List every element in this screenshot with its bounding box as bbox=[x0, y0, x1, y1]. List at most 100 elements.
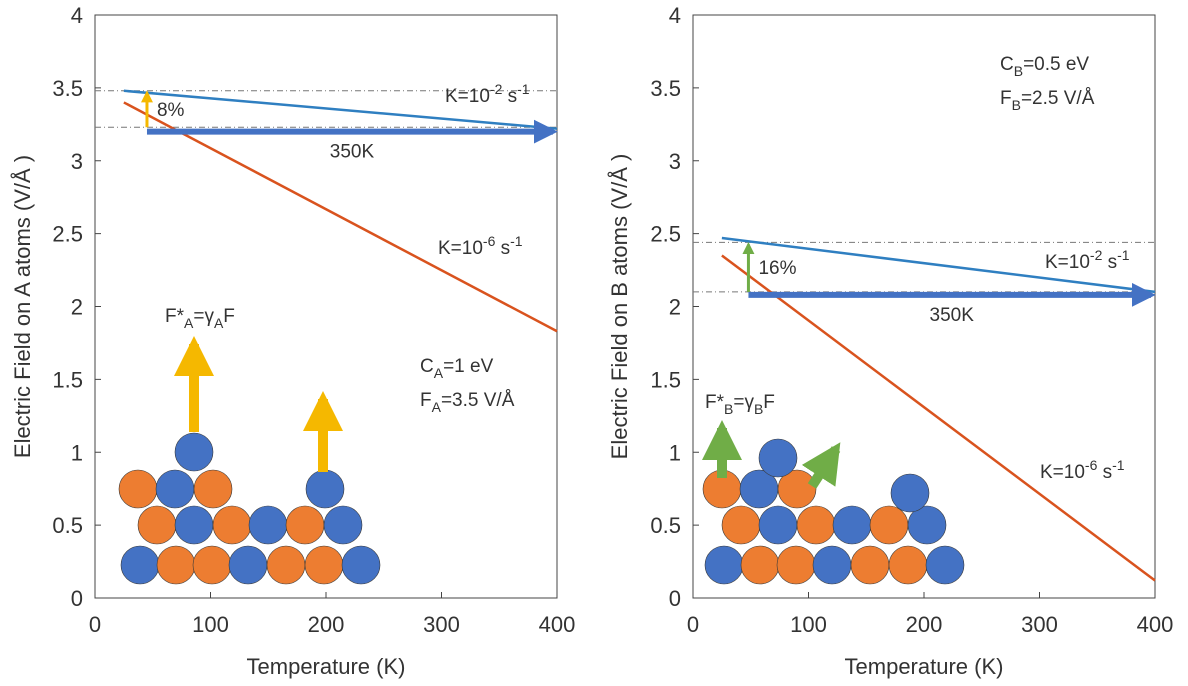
x-tick-label: 200 bbox=[906, 612, 943, 637]
text-segment: =γ bbox=[733, 392, 754, 413]
x-tick-label: 300 bbox=[1021, 612, 1058, 637]
annotation: F*B=γBF bbox=[705, 392, 775, 417]
atom bbox=[740, 545, 780, 585]
text-segment: C bbox=[1000, 54, 1014, 75]
series-line bbox=[123, 101, 558, 333]
y-tick-label: 3.5 bbox=[650, 76, 681, 101]
atom bbox=[174, 505, 214, 545]
atom bbox=[212, 505, 252, 545]
text-segment: -2 bbox=[490, 81, 503, 97]
range-arrow-label: 350K bbox=[930, 305, 975, 326]
x-tick-label: 400 bbox=[1137, 612, 1174, 637]
x-tick-label: 0 bbox=[89, 612, 101, 637]
y-tick-label: 1 bbox=[71, 440, 83, 465]
atom bbox=[137, 505, 177, 545]
annotation: FB=2.5 V/Å bbox=[1000, 88, 1095, 113]
atom bbox=[776, 545, 816, 585]
text-segment: -1 bbox=[510, 233, 523, 249]
y-tick-label: 3 bbox=[669, 149, 681, 174]
y-tick-label: 3 bbox=[71, 149, 83, 174]
text-segment: B bbox=[754, 401, 763, 417]
text-segment: -6 bbox=[1085, 457, 1098, 473]
text-segment: F bbox=[223, 306, 235, 327]
y-tick-label: 4 bbox=[71, 3, 83, 28]
text-segment: F bbox=[420, 390, 432, 411]
atom bbox=[266, 545, 306, 585]
text-segment: -2 bbox=[1090, 247, 1103, 263]
text-segment: =γ bbox=[193, 306, 214, 327]
atom bbox=[174, 432, 214, 472]
atom bbox=[193, 469, 233, 509]
y-tick-label: 0.5 bbox=[52, 513, 83, 538]
atom bbox=[304, 545, 344, 585]
series-label: K=10-6 s-1 bbox=[1040, 457, 1125, 483]
y-tick-label: 2 bbox=[71, 295, 83, 320]
text-segment: =0.5 eV bbox=[1023, 54, 1089, 75]
y-tick-label: 3.5 bbox=[52, 76, 83, 101]
x-axis-label: Temperature (K) bbox=[247, 654, 406, 679]
atom bbox=[248, 505, 288, 545]
text-segment: B bbox=[1012, 97, 1021, 113]
atom bbox=[890, 473, 930, 513]
text-segment: F bbox=[1000, 88, 1012, 109]
series-label: K=10-2 s-1 bbox=[445, 81, 530, 107]
atom bbox=[155, 469, 195, 509]
text-segment: s bbox=[502, 86, 517, 107]
panel: 0 100 200 300 400 0 0.5 1 1.5 2 2.5 3 3.5 4 Temperatur… bbox=[10, 3, 575, 679]
range-arrow-label: 350K bbox=[330, 142, 375, 163]
atom bbox=[925, 545, 965, 585]
y-axis-label: Electric Field on B atoms (V/Å ) bbox=[607, 154, 632, 460]
atom bbox=[120, 545, 160, 585]
atom bbox=[156, 545, 196, 585]
text-segment: =1 eV bbox=[443, 356, 494, 377]
y-axis-label: Electric Field on A atoms (V/Å ) bbox=[10, 155, 35, 458]
text-segment: C bbox=[420, 356, 434, 377]
text-segment: =3.5 V/Å bbox=[441, 390, 515, 411]
y-tick-label: 1 bbox=[669, 440, 681, 465]
text-segment: -1 bbox=[517, 81, 530, 97]
atom bbox=[323, 505, 363, 545]
y-tick-label: 2 bbox=[669, 295, 681, 320]
x-tick-label: 100 bbox=[192, 612, 229, 637]
annotation: FA=3.5 V/Å bbox=[420, 390, 515, 415]
x-axis-label: Temperature (K) bbox=[845, 654, 1004, 679]
text-segment: K=10 bbox=[445, 86, 490, 107]
atom bbox=[758, 505, 798, 545]
text-segment: s bbox=[1102, 252, 1117, 273]
atom bbox=[832, 505, 872, 545]
y-tick-label: 1.5 bbox=[52, 367, 83, 392]
series-line bbox=[721, 254, 1156, 582]
y-tick-label: 1.5 bbox=[650, 367, 681, 392]
atom bbox=[812, 545, 852, 585]
atom bbox=[796, 505, 836, 545]
text-segment: F* bbox=[165, 306, 185, 327]
text-segment: -6 bbox=[483, 233, 496, 249]
atom bbox=[341, 545, 381, 585]
text-segment: B bbox=[1014, 63, 1023, 79]
series-label: K=10-6 s-1 bbox=[438, 233, 523, 259]
text-segment: F* bbox=[705, 392, 725, 413]
x-tick-label: 200 bbox=[308, 612, 345, 637]
x-tick-label: 400 bbox=[539, 612, 576, 637]
text-segment: A bbox=[434, 365, 444, 381]
atom bbox=[192, 545, 232, 585]
text-segment: =2.5 V/Å bbox=[1021, 88, 1095, 109]
atom bbox=[907, 505, 947, 545]
panel: 0 100 200 300 400 0 0.5 1 1.5 2 2.5 3 3.5 4 Temperatur… bbox=[607, 3, 1173, 679]
x-tick-label: 300 bbox=[423, 612, 460, 637]
series-line bbox=[123, 89, 558, 130]
atom bbox=[869, 505, 909, 545]
series-line bbox=[721, 236, 1156, 294]
text-segment: -1 bbox=[1112, 457, 1125, 473]
annotation: CA=1 eV bbox=[420, 356, 494, 381]
rise-arrow-label: 16% bbox=[758, 258, 796, 279]
series-label: K=10-2 s-1 bbox=[1045, 247, 1130, 273]
text-segment: s bbox=[1097, 462, 1112, 483]
field-arrow bbox=[801, 442, 841, 489]
atom-illustration bbox=[118, 336, 381, 585]
text-segment: A bbox=[432, 399, 442, 415]
x-tick-label: 0 bbox=[687, 612, 699, 637]
text-segment: B bbox=[724, 401, 733, 417]
atom-illustration bbox=[702, 420, 965, 585]
